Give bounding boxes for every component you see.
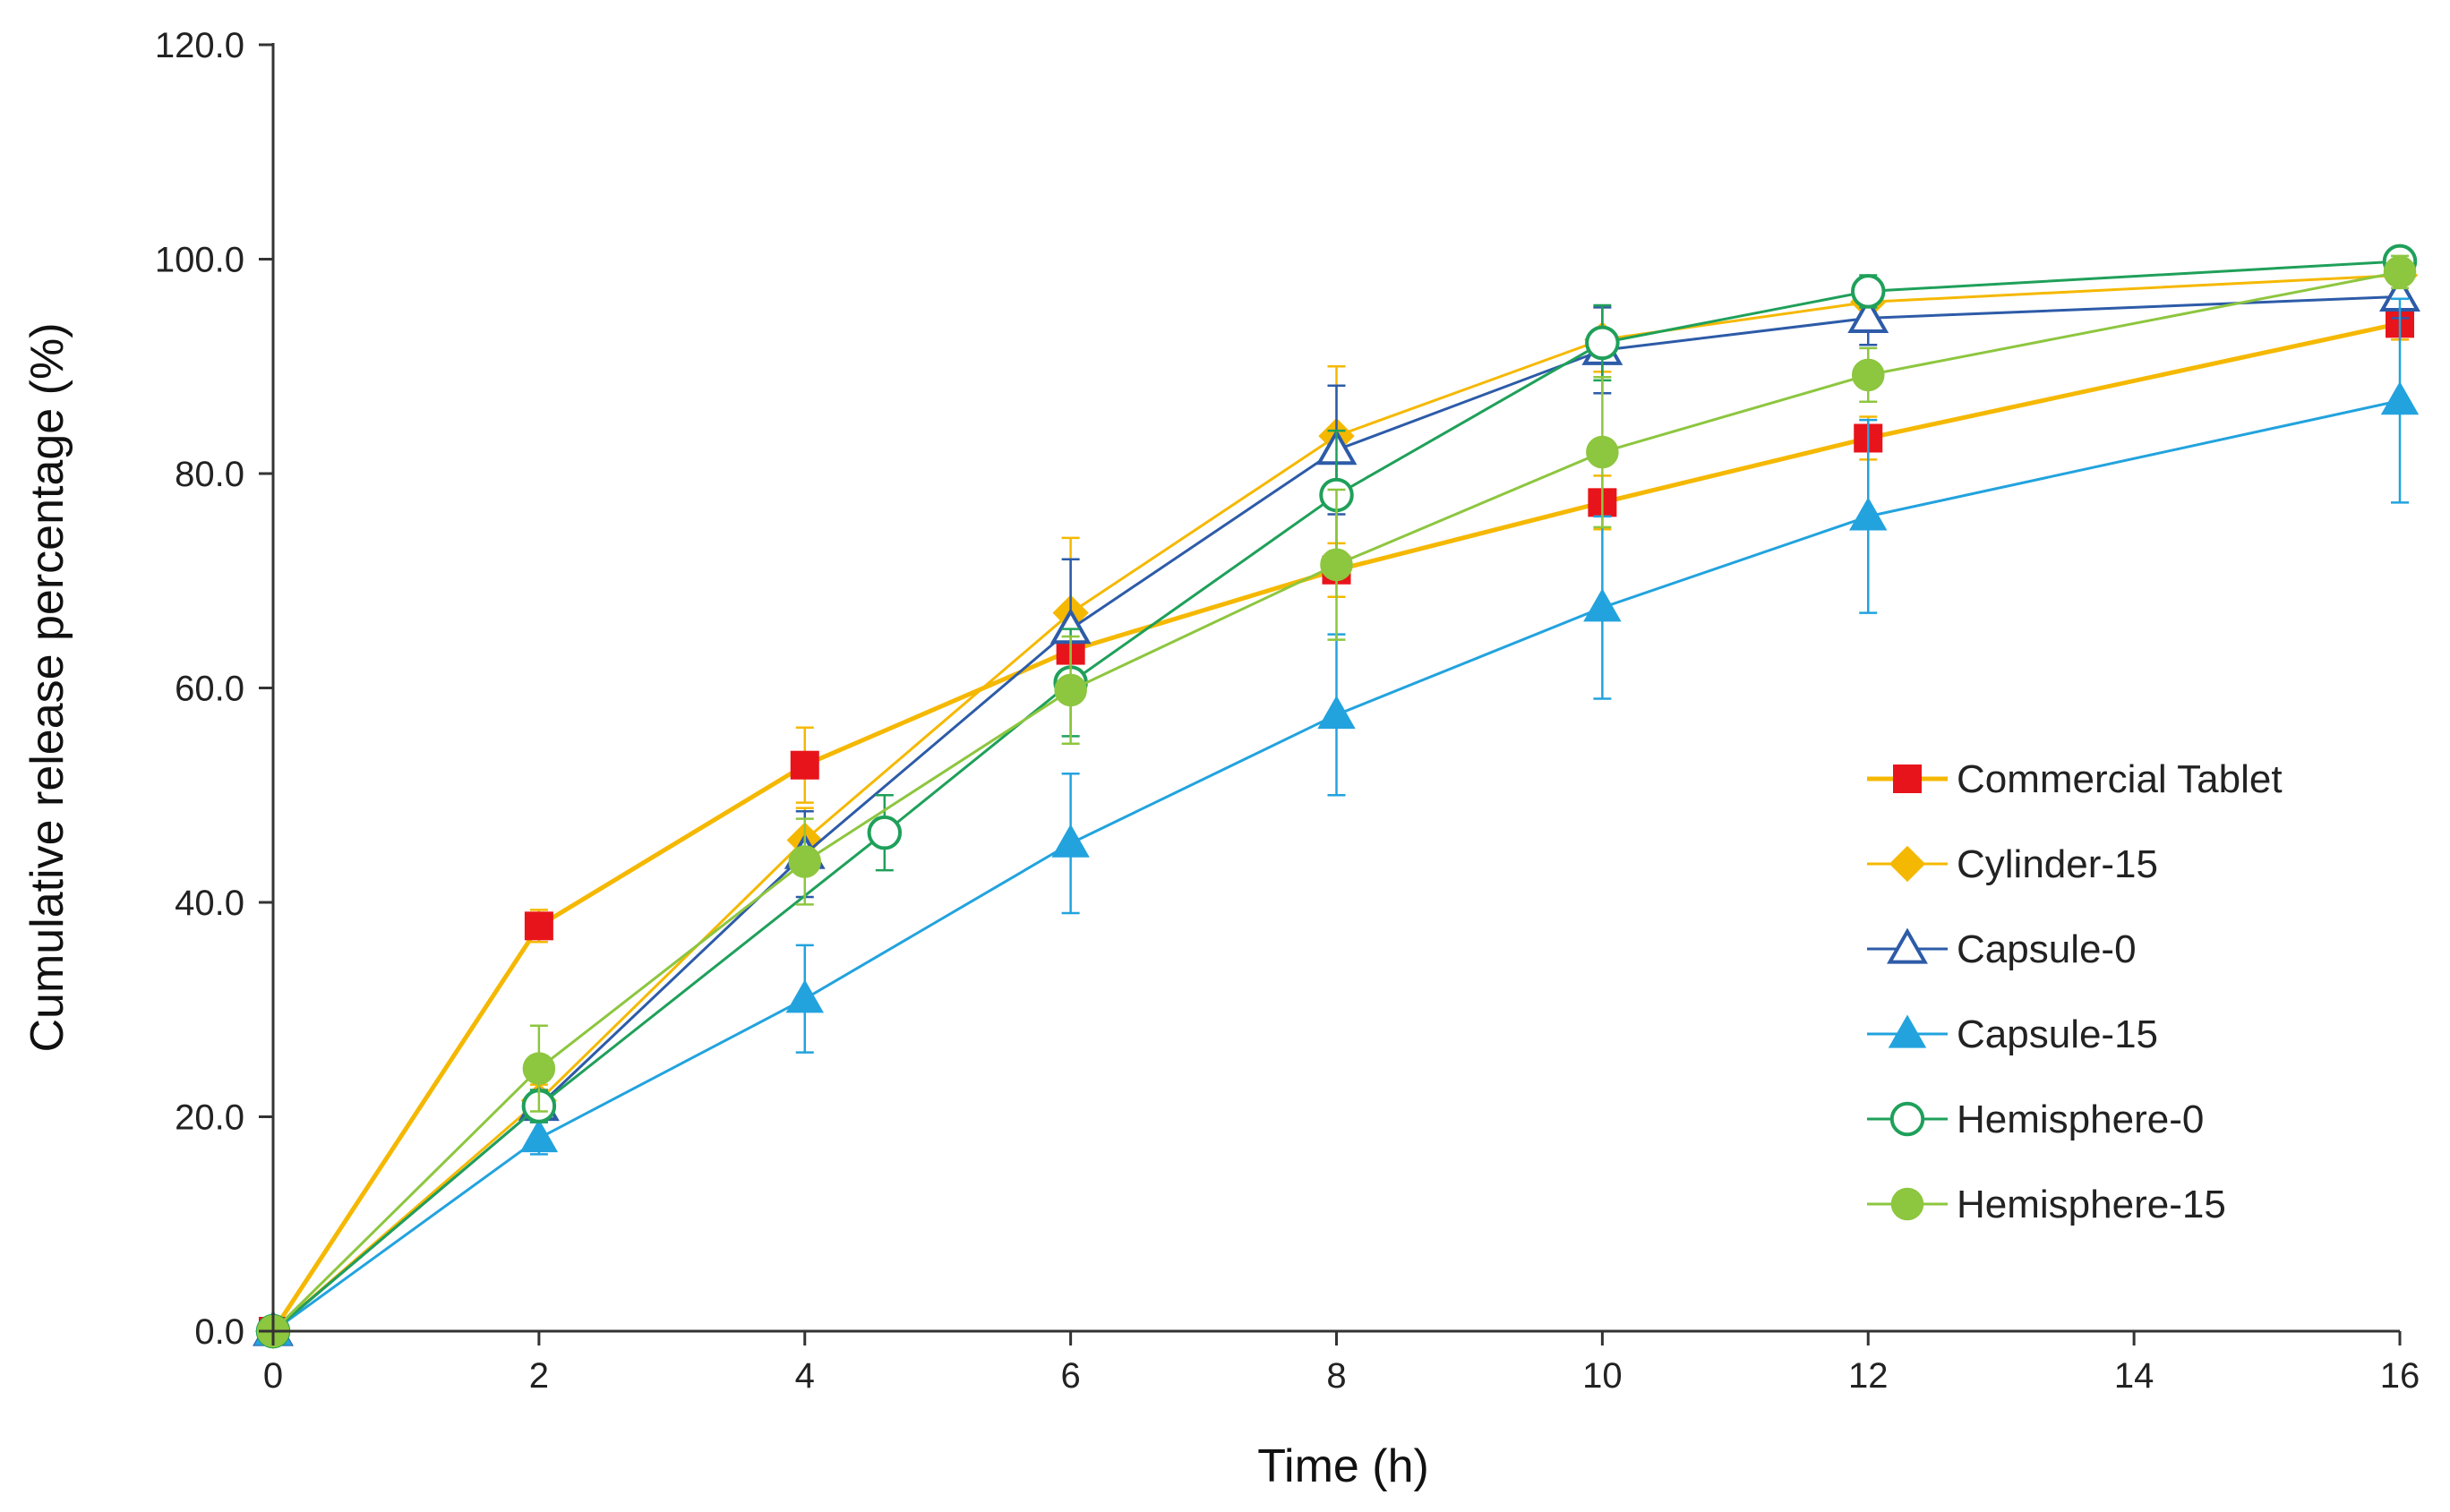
legend-marker bbox=[1889, 845, 1926, 883]
data-point bbox=[1317, 695, 1356, 730]
y-tick-label: 100.0 bbox=[155, 241, 244, 280]
y-tick-label: 60.0 bbox=[175, 670, 244, 709]
series-line bbox=[272, 260, 2401, 1333]
series-line bbox=[271, 270, 2401, 1333]
x-tick-label: 12 bbox=[1848, 1356, 1889, 1396]
x-tick-label: 4 bbox=[795, 1356, 815, 1396]
data-point bbox=[2380, 381, 2420, 415]
data-point bbox=[1320, 548, 1353, 582]
axes: 0.0 20.0 40.0 60.0 80.0 100.0 120.0 0 2 4 6 8 10 12 14… bbox=[155, 26, 2420, 1396]
legend-item: Commercial Tablet bbox=[1867, 757, 2283, 801]
legend-item: Cylinder-15 bbox=[1867, 842, 2158, 886]
legend-label: Hemisphere-15 bbox=[1957, 1183, 2226, 1226]
data-point bbox=[1583, 588, 1622, 622]
data-point bbox=[788, 845, 821, 878]
data-point bbox=[1852, 358, 1885, 392]
data-point bbox=[519, 1118, 559, 1153]
x-axis-title: Time (h) bbox=[1257, 1440, 1429, 1492]
data-point bbox=[1585, 325, 1620, 361]
legend-item: Capsule-15 bbox=[1867, 1012, 2158, 1056]
legend-item: Hemisphere-0 bbox=[1867, 1098, 2204, 1141]
series-line bbox=[270, 320, 2401, 1333]
legend-marker bbox=[1893, 765, 1922, 793]
x-tick-label: 8 bbox=[1326, 1356, 1346, 1396]
legend: Commercial Tablet Cylinder-15 Capsule-0 Cap… bbox=[1867, 757, 2283, 1226]
x-tick-label: 16 bbox=[2380, 1356, 2420, 1396]
data-point bbox=[1054, 673, 1087, 707]
legend-marker bbox=[1887, 927, 1928, 964]
series-line bbox=[272, 295, 2401, 1333]
data-point bbox=[522, 1052, 556, 1085]
data-point bbox=[2383, 255, 2417, 289]
data-point bbox=[785, 979, 824, 1013]
legend-label: Commercial Tablet bbox=[1957, 757, 2283, 801]
plot-area bbox=[253, 243, 2420, 1350]
series-line bbox=[272, 273, 2401, 1333]
legend-marker bbox=[1889, 1101, 1925, 1137]
data-point bbox=[1851, 274, 1886, 309]
y-tick-label: 0.0 bbox=[194, 1312, 244, 1352]
legend-label: Hemisphere-0 bbox=[1957, 1098, 2204, 1141]
data-point bbox=[1849, 497, 1888, 531]
legend-item: Hemisphere-15 bbox=[1867, 1183, 2226, 1226]
x-tick-label: 10 bbox=[1582, 1356, 1623, 1396]
y-tick-label: 20.0 bbox=[175, 1098, 244, 1138]
legend-marker bbox=[1890, 1187, 1924, 1221]
legend-label: Capsule-0 bbox=[1957, 927, 2137, 971]
series-hemisphere-15 bbox=[256, 254, 2417, 1348]
y-tick-label: 120.0 bbox=[155, 26, 244, 65]
x-tick-label: 6 bbox=[1061, 1356, 1081, 1396]
data-point bbox=[867, 815, 903, 850]
legend-marker bbox=[1888, 1014, 1927, 1048]
y-tick-label: 80.0 bbox=[175, 455, 244, 494]
x-tick-label: 0 bbox=[263, 1356, 283, 1396]
data-point bbox=[524, 911, 553, 941]
legend-label: Cylinder-15 bbox=[1957, 842, 2158, 886]
legend-item: Capsule-0 bbox=[1867, 927, 2137, 971]
data-point bbox=[1847, 296, 1889, 333]
y-axis-title: Cumulative release percentage (%) bbox=[21, 322, 73, 1052]
data-point bbox=[790, 750, 819, 780]
y-tick-label: 40.0 bbox=[175, 884, 244, 923]
x-tick-label: 2 bbox=[529, 1356, 549, 1396]
data-point bbox=[1586, 435, 1619, 469]
data-point bbox=[1051, 824, 1090, 858]
series-line bbox=[272, 399, 2401, 1333]
x-tick-label: 14 bbox=[2114, 1356, 2154, 1396]
legend-label: Capsule-15 bbox=[1957, 1012, 2158, 1056]
